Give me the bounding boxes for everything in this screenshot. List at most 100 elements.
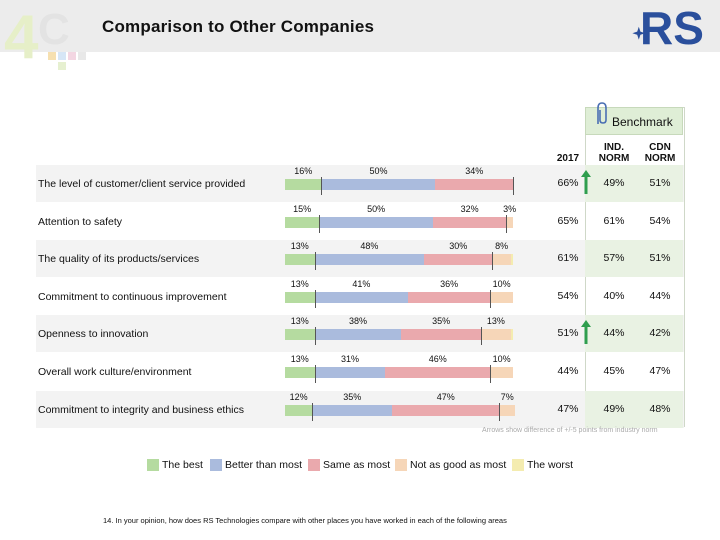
- category-label: The quality of its products/services: [38, 253, 200, 266]
- category-label: The level of customer/client service pro…: [38, 178, 246, 190]
- value-ind-norm: 61%: [603, 214, 625, 227]
- value-2017: 51%: [557, 327, 579, 340]
- value-cdn-norm: 51%: [649, 177, 671, 189]
- bar-divider: [312, 402, 314, 421]
- value-2017: 65%: [557, 214, 579, 227]
- data-label: 13%: [290, 241, 309, 252]
- data-label: 35%: [432, 316, 451, 327]
- bar-segment: [401, 329, 482, 341]
- up-arrow-icon: [581, 320, 591, 345]
- page-title: Comparison to Other Companies: [102, 17, 375, 36]
- bar-segment: [321, 179, 436, 190]
- value-2017: 61%: [557, 252, 579, 265]
- data-label: 10%: [492, 278, 511, 289]
- data-label: 50%: [367, 203, 386, 214]
- bar-segment: [285, 254, 315, 266]
- bar-divider: [499, 402, 501, 421]
- benchmark-row-band: [585, 240, 683, 278]
- data-label: 12%: [289, 391, 308, 402]
- legend-swatch: [210, 459, 222, 471]
- bar-divider: [319, 214, 321, 233]
- col-cdn-norm-header-2: NORM: [644, 153, 676, 164]
- bar-segment: [481, 329, 511, 341]
- bar-segment: [314, 254, 425, 266]
- up-arrow-icon: [581, 170, 591, 194]
- category-label: Openness to innovation: [38, 328, 149, 341]
- bar-segment: [433, 216, 507, 228]
- bar-segment: [285, 216, 320, 228]
- legend-label: The worst: [527, 459, 574, 471]
- data-label: 38%: [348, 316, 367, 327]
- bar-divider: [506, 214, 508, 233]
- value-ind-norm: 49%: [603, 177, 625, 189]
- survey-question: 14. In your opinion, how does RS Technol…: [103, 516, 507, 525]
- legend-swatch: [395, 459, 407, 471]
- bar-segment: [285, 404, 313, 416]
- legend-swatch: [512, 459, 524, 471]
- benchmark-label: Benchmark: [612, 115, 673, 129]
- bar-divider: [490, 289, 492, 308]
- value-ind-norm: 57%: [603, 252, 625, 265]
- bar-segment: [435, 179, 513, 190]
- bar-divider: [314, 289, 316, 308]
- data-label: 13%: [290, 278, 309, 289]
- col-ind-norm-header-1: IND.: [604, 142, 624, 153]
- header-bar: [0, 0, 720, 52]
- bar-segment: [490, 367, 513, 378]
- value-cdn-norm: 47%: [649, 365, 671, 377]
- bar-divider: [492, 252, 494, 271]
- data-label: 8%: [495, 241, 509, 252]
- category-label: Commitment to integrity and business eth…: [38, 403, 245, 416]
- data-label: 3%: [503, 203, 517, 214]
- data-label: 47%: [436, 391, 455, 402]
- bar-divider: [321, 177, 323, 195]
- bar-segment: [285, 329, 315, 341]
- data-label: 10%: [492, 354, 511, 364]
- bar-segment: [499, 404, 516, 416]
- bar-divider: [490, 365, 492, 383]
- value-cdn-norm: 44%: [649, 289, 671, 302]
- bar-divider: [481, 327, 483, 346]
- value-ind-norm: 44%: [603, 327, 625, 340]
- legend-label: Better than most: [225, 459, 303, 471]
- data-label: 35%: [343, 391, 362, 402]
- value-2017: 66%: [557, 177, 579, 189]
- benchmark-row-band: [585, 165, 683, 202]
- svg-text:C: C: [38, 5, 70, 54]
- value-cdn-norm: 54%: [649, 214, 671, 227]
- data-label: 7%: [500, 391, 514, 402]
- bar-divider: [314, 365, 316, 383]
- bar-divider: [513, 177, 514, 195]
- legend-label: The best: [162, 459, 203, 471]
- category-label: Overall work culture/environment: [38, 366, 192, 378]
- data-label: 31%: [340, 354, 359, 364]
- data-label: 13%: [486, 316, 505, 327]
- paperclip-icon: [597, 102, 607, 124]
- bar-segment: [385, 367, 491, 378]
- data-label: 48%: [360, 241, 379, 252]
- data-label: 32%: [460, 203, 479, 214]
- bar-segment: [424, 254, 493, 266]
- value-2017: 44%: [557, 365, 579, 377]
- value-ind-norm: 49%: [603, 402, 625, 415]
- data-label: 15%: [293, 203, 312, 214]
- bar-segment: [392, 404, 500, 416]
- rs-logo-icon: RS: [632, 2, 704, 52]
- 4c-logo-icon: 4 C: [4, 3, 86, 72]
- bar-segment: [492, 254, 511, 266]
- value-cdn-norm: 48%: [649, 402, 671, 415]
- category-label: Commitment to continuous improvement: [38, 290, 227, 303]
- bar-divider: [314, 327, 316, 346]
- value-2017: 54%: [557, 289, 579, 302]
- value-cdn-norm: 42%: [649, 327, 671, 340]
- col-ind-norm-header-2: NORM: [598, 153, 630, 164]
- bar-segment: [314, 329, 402, 341]
- benchmark-row-band: [585, 315, 683, 353]
- legend-label: Same as most: [323, 459, 391, 471]
- category-label: Attention to safety: [38, 215, 123, 228]
- bar-segment: [490, 291, 513, 303]
- data-label: 41%: [352, 278, 371, 289]
- value-ind-norm: 40%: [603, 289, 625, 302]
- data-label: 36%: [440, 278, 459, 289]
- bar-segment: [408, 291, 491, 303]
